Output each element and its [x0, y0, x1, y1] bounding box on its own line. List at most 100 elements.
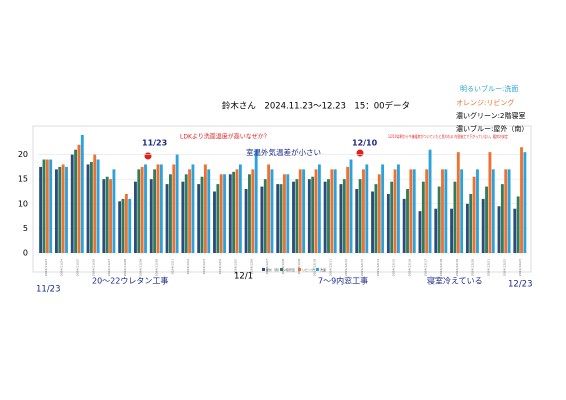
- bar: [77, 144, 81, 253]
- bar: [213, 191, 216, 253]
- bar: [96, 159, 100, 253]
- bar: [140, 166, 144, 253]
- bar: [485, 186, 488, 253]
- bar: [283, 174, 286, 253]
- bar: [251, 169, 255, 253]
- bar: [203, 164, 207, 253]
- bar: [488, 152, 492, 253]
- bar: [393, 169, 397, 253]
- legend-label: 屋外（南）: [266, 267, 281, 272]
- annotation: 20～22ウレタン工事: [92, 276, 168, 286]
- bar: [342, 179, 346, 253]
- bar: [523, 152, 527, 253]
- bar: [244, 189, 248, 253]
- bar: [421, 181, 425, 253]
- x-tick-label: 2024/12/10: [313, 259, 317, 276]
- bar: [444, 169, 448, 253]
- x-tick-label: 2024/12/11: [328, 259, 332, 276]
- bar: [381, 164, 385, 253]
- bar: [70, 154, 74, 253]
- annotation: 12/23: [508, 280, 533, 290]
- bar: [418, 211, 422, 253]
- bar: [346, 166, 350, 253]
- bar: [124, 193, 128, 253]
- bar: [279, 184, 283, 253]
- bar: [286, 174, 290, 253]
- bar: [434, 208, 438, 253]
- x-tick-label: 2024/11/29: [139, 259, 143, 276]
- bar: [362, 169, 365, 253]
- bar: [219, 174, 223, 253]
- legend-note: オレンジ:リビング: [456, 98, 514, 107]
- bar: [181, 181, 185, 253]
- bar: [61, 164, 65, 253]
- bar: [374, 184, 378, 253]
- x-tick-label: 2024/12/18: [439, 259, 443, 276]
- legend-note: 明るいブルー:洗面: [460, 84, 518, 93]
- legend-note: 濃いブルー:屋外（南）: [456, 124, 528, 133]
- x-tick-label: 2024/12/21: [486, 259, 490, 276]
- bar: [168, 174, 172, 253]
- bar: [402, 198, 406, 253]
- bar: [472, 176, 476, 253]
- bar: [377, 174, 381, 253]
- x-tick-label: 2024/12/5: [234, 259, 238, 274]
- bar: [112, 169, 116, 253]
- bar: [184, 174, 188, 253]
- x-tick-label: 2024/11/24: [60, 259, 64, 276]
- bar: [386, 193, 390, 253]
- bar: [49, 159, 53, 253]
- bar: [371, 191, 374, 253]
- bar: [276, 184, 280, 253]
- bar: [307, 179, 311, 253]
- bar: [520, 147, 523, 253]
- bar: [235, 169, 239, 253]
- x-tick-label: 2024/12/14: [376, 259, 380, 276]
- bar: [263, 179, 267, 253]
- x-tick-label: 2024/12/3: [202, 259, 206, 274]
- legend-label: リビング: [302, 267, 314, 272]
- x-tick-label: 2024/12/8: [281, 259, 285, 274]
- annotation: 11/23: [36, 285, 61, 295]
- annotation: 11/23: [142, 139, 167, 148]
- bar: [254, 149, 258, 253]
- y-tick-label: 10: [18, 199, 28, 208]
- x-tick-label: 2024/12/7: [265, 259, 269, 274]
- x-tick-label: 2024/12/1: [170, 259, 174, 274]
- bar: [197, 184, 201, 253]
- bar: [228, 174, 232, 253]
- bar: [323, 181, 327, 253]
- bar: [390, 181, 394, 253]
- bar: [314, 169, 318, 253]
- bar: [311, 176, 315, 253]
- bar: [267, 164, 271, 253]
- bar: [441, 169, 444, 253]
- bar: [207, 169, 211, 253]
- bar: [144, 164, 147, 253]
- bar: [497, 206, 501, 253]
- x-tick-label: 2024/11/30: [155, 259, 159, 276]
- bar: [153, 169, 157, 253]
- bar: [507, 169, 511, 253]
- bar: [302, 169, 306, 253]
- legend-swatch: [262, 268, 265, 271]
- bar: [412, 169, 416, 253]
- bar: [292, 181, 295, 253]
- bar: [491, 169, 495, 253]
- bar: [365, 164, 369, 253]
- bar: [516, 196, 520, 253]
- bar: [238, 164, 242, 253]
- bar: [105, 176, 109, 253]
- bar: [481, 198, 485, 253]
- bar: [406, 189, 409, 253]
- annotation: 12/1: [234, 272, 253, 282]
- bar: [223, 174, 226, 253]
- legend-label: 洗面: [320, 267, 326, 272]
- legend-swatch: [298, 268, 301, 271]
- bar: [188, 169, 192, 253]
- bar: [333, 169, 337, 253]
- plot-frame: [32, 125, 532, 273]
- x-tick-label: 2024/12/20: [471, 259, 475, 276]
- bar: [425, 169, 429, 253]
- bar: [137, 169, 141, 253]
